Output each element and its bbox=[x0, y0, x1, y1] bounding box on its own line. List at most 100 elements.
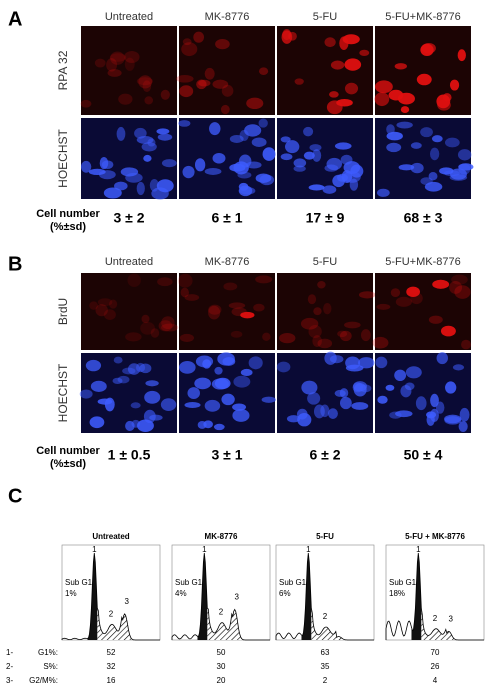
sub-g1-value: 1% bbox=[65, 589, 77, 598]
peak-label: 3 bbox=[124, 597, 129, 606]
nucleus bbox=[334, 142, 352, 150]
histogram-outline bbox=[385, 552, 484, 641]
column-header: MK-8776 bbox=[205, 532, 238, 541]
nucleus bbox=[110, 51, 125, 65]
nucleus bbox=[398, 164, 415, 171]
nucleus bbox=[136, 135, 154, 144]
nucleus bbox=[386, 142, 402, 153]
micrograph bbox=[277, 26, 373, 115]
table-value: 70 bbox=[431, 648, 440, 657]
column-header: MK-8776 bbox=[205, 11, 250, 23]
nucleus bbox=[421, 42, 436, 54]
nucleus bbox=[307, 392, 321, 405]
nucleus bbox=[386, 124, 395, 135]
nucleus bbox=[144, 390, 161, 404]
micrograph-bg bbox=[277, 273, 373, 350]
nucleus bbox=[307, 294, 317, 305]
nucleus bbox=[150, 328, 160, 338]
table-value: 2 bbox=[323, 676, 328, 685]
nucleus bbox=[430, 393, 439, 408]
nucleus bbox=[116, 126, 126, 141]
micrograph-bg bbox=[81, 273, 177, 350]
sub-g1-label: Sub G1 bbox=[65, 578, 93, 587]
column-header: 5-FU bbox=[313, 11, 338, 23]
nucleus bbox=[324, 37, 336, 48]
nucleus bbox=[138, 75, 153, 89]
nucleus bbox=[301, 380, 318, 395]
nucleus bbox=[426, 411, 437, 419]
nucleus bbox=[137, 419, 154, 433]
micrograph bbox=[80, 26, 177, 115]
micrograph bbox=[176, 26, 275, 115]
nucleus bbox=[107, 69, 122, 77]
nucleus bbox=[94, 58, 106, 68]
nucleus bbox=[450, 168, 467, 180]
nucleus bbox=[406, 286, 420, 297]
nucleus bbox=[141, 142, 157, 152]
nucleus bbox=[118, 93, 133, 105]
nucleus bbox=[390, 288, 401, 298]
row-number: 1- bbox=[6, 648, 13, 657]
nucleus bbox=[230, 330, 243, 338]
nucleus bbox=[317, 280, 326, 289]
sub-g1-value: 6% bbox=[279, 589, 291, 598]
histogram-frame bbox=[275, 544, 375, 641]
cell-number: 68 ± 3 bbox=[404, 210, 443, 226]
cell-number: 6 ± 2 bbox=[309, 447, 340, 463]
nucleus bbox=[339, 330, 352, 342]
nucleus bbox=[407, 288, 420, 295]
peak-label: 2 bbox=[109, 609, 114, 618]
nucleus bbox=[415, 396, 427, 411]
nucleus bbox=[156, 128, 170, 135]
nucleus bbox=[286, 415, 301, 423]
nucleus bbox=[313, 307, 322, 316]
nucleus bbox=[435, 401, 445, 414]
nucleus bbox=[179, 360, 196, 374]
nucleus bbox=[395, 296, 412, 307]
nucleus bbox=[452, 364, 465, 371]
nucleus bbox=[404, 382, 415, 391]
nucleus bbox=[125, 332, 142, 342]
nucleus bbox=[410, 292, 423, 305]
nucleus bbox=[312, 149, 322, 162]
nucleus bbox=[182, 165, 195, 179]
nucleus bbox=[231, 307, 247, 317]
cell-number: 17 ± 9 bbox=[306, 210, 345, 226]
nucleus bbox=[424, 181, 443, 192]
table-value: 4 bbox=[433, 676, 438, 685]
nucleus bbox=[103, 187, 122, 199]
nucleus bbox=[196, 79, 207, 90]
nucleus bbox=[444, 414, 462, 424]
nucleus bbox=[140, 321, 155, 335]
peak-label: 1 bbox=[202, 545, 207, 554]
nucleus bbox=[261, 396, 276, 403]
g1-peak-area bbox=[87, 553, 98, 640]
nucleus bbox=[420, 127, 433, 138]
nucleus bbox=[251, 137, 267, 147]
g1-peak-area bbox=[411, 553, 422, 640]
nucleus bbox=[317, 338, 333, 349]
nucleus bbox=[221, 84, 234, 97]
row-label: BrdU bbox=[56, 298, 70, 325]
nucleus bbox=[160, 89, 170, 100]
nucleus bbox=[449, 281, 463, 294]
table-value: 52 bbox=[107, 648, 116, 657]
nucleus bbox=[313, 404, 325, 419]
nucleus bbox=[213, 423, 225, 431]
nucleus bbox=[351, 402, 369, 410]
micrograph bbox=[80, 118, 177, 200]
metric-unit: (%±sd) bbox=[50, 458, 86, 470]
nucleus bbox=[125, 172, 143, 183]
nucleus bbox=[85, 359, 102, 372]
nucleus bbox=[229, 134, 244, 143]
nucleus bbox=[125, 420, 135, 432]
peak-label: 1 bbox=[306, 545, 311, 554]
nucleus bbox=[340, 154, 353, 165]
row-number: 3- bbox=[6, 676, 13, 685]
sub-g1-value: 18% bbox=[389, 589, 405, 598]
nucleus bbox=[416, 73, 432, 86]
s-phase-area bbox=[311, 608, 347, 640]
nucleus bbox=[97, 398, 113, 405]
micrograph bbox=[177, 273, 275, 350]
nucleus bbox=[179, 333, 195, 342]
